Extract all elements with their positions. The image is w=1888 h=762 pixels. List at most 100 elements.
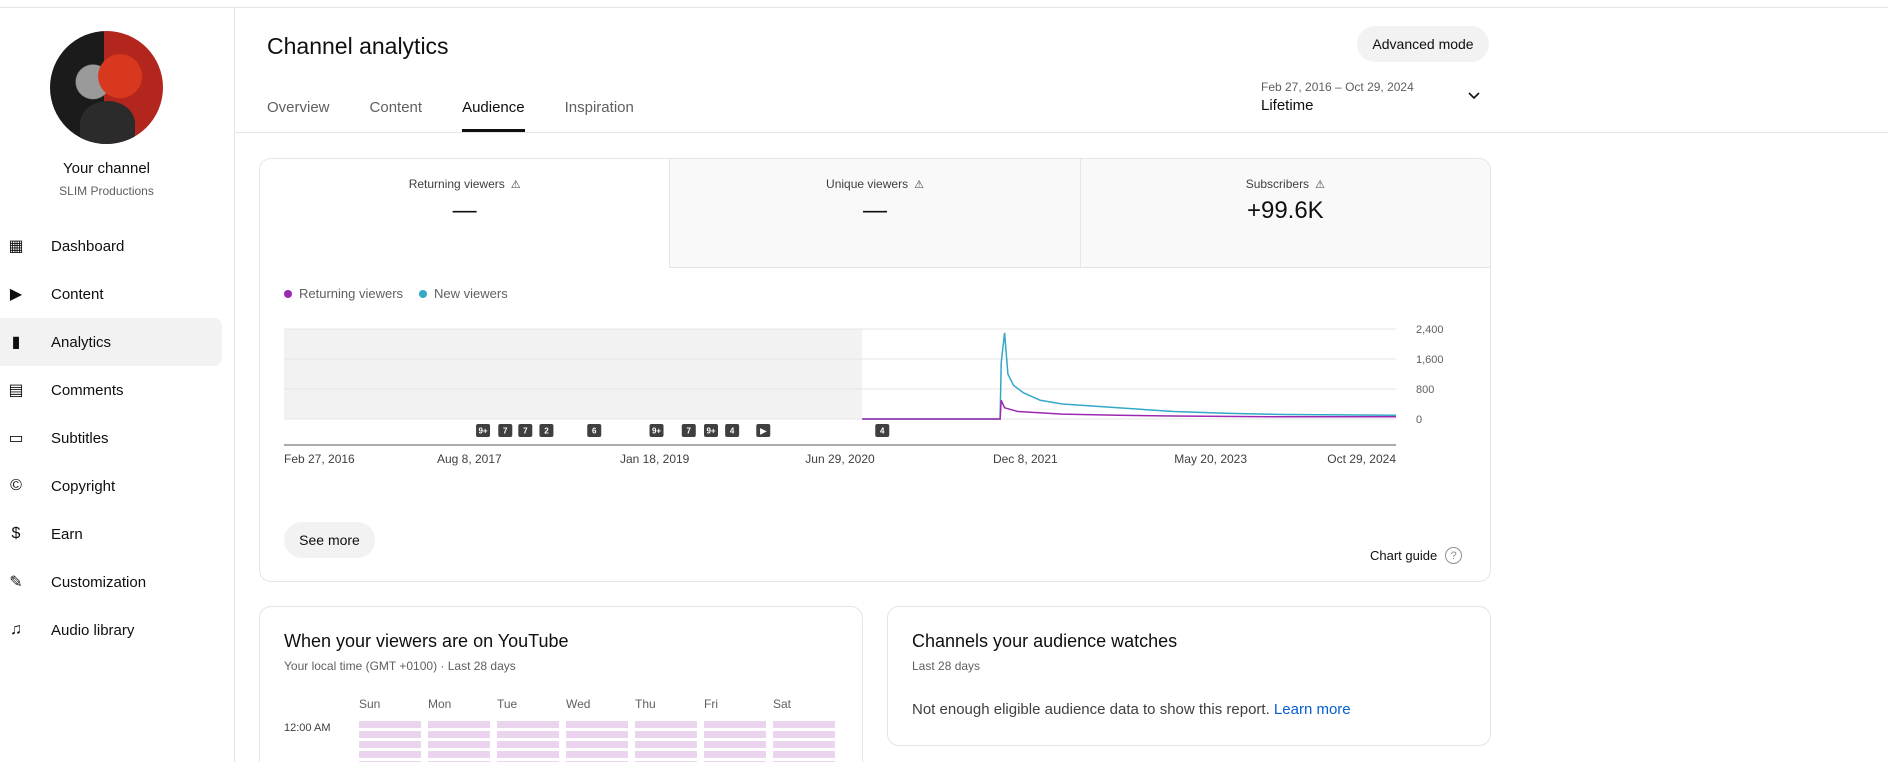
video-marker[interactable]: [539, 424, 554, 437]
heatmap-cell[interactable]: [773, 721, 835, 728]
sidebar-item-analytics[interactable]: ▮ Analytics: [0, 318, 222, 366]
sidebar-item-dashboard[interactable]: ▦ Dashboard: [0, 222, 222, 270]
heatmap-cell[interactable]: [773, 751, 835, 758]
heatmap-cell[interactable]: [566, 751, 628, 758]
heatmap-cell[interactable]: [704, 721, 766, 728]
heatmap-cell[interactable]: [635, 741, 697, 748]
heatmap-cell[interactable]: [635, 721, 697, 728]
heatmap-cell[interactable]: [497, 721, 559, 728]
heatmap-cell[interactable]: [359, 731, 421, 738]
sidebar-item-comments[interactable]: ▤ Comments: [0, 366, 222, 414]
metric-subscribers[interactable]: Subscribers ⚠ +99.6K: [1079, 159, 1490, 268]
sidebar-item-copyright[interactable]: © Copyright: [0, 462, 222, 510]
header-divider: [235, 132, 1888, 133]
learn-more-link[interactable]: Learn more: [1273, 701, 1351, 718]
audience-chart-card: Returning viewers ⚠ — Unique viewers ⚠ — Subsc…: [259, 158, 1491, 582]
heatmap-cell[interactable]: [428, 721, 490, 728]
chart-guide-link[interactable]: Chart guide ?: [1370, 547, 1463, 564]
heatmap-cell[interactable]: [704, 751, 766, 758]
heatmap-cell[interactable]: [428, 741, 490, 748]
video-marker[interactable]: [476, 424, 491, 437]
chart-guide-label: Chart guide: [1370, 548, 1438, 563]
heatmap-cell[interactable]: [773, 731, 835, 738]
heatmap-cell[interactable]: [359, 751, 421, 758]
channel-name[interactable]: Your channel: [62, 160, 151, 177]
warning-icon[interactable]: ⚠: [1315, 179, 1325, 191]
weekday-label: Mon: [428, 697, 452, 711]
x-tick-label: May 20, 2023: [1174, 452, 1247, 466]
video-marker[interactable]: [518, 424, 533, 437]
see-more-button[interactable]: See more: [284, 522, 375, 558]
page-title: Channel analytics: [267, 33, 449, 59]
heatmap-cell[interactable]: [704, 741, 766, 748]
channel-avatar[interactable]: [50, 31, 163, 144]
audience-line-chart[interactable]: 2,400 1,600 800 0 Feb 27, 2016 Aug 8, 2017 Jan…: [260, 299, 1491, 504]
legend-item: New viewers: [419, 286, 508, 301]
sidebar-item-label: Comments: [51, 381, 124, 399]
tab-overview[interactable]: Overview: [267, 99, 330, 116]
sidebar-item-earn[interactable]: $ Earn: [0, 510, 222, 558]
video-marker[interactable]: [498, 424, 513, 437]
card-subtitle: Last 28 days: [912, 659, 981, 673]
heatmap-cell[interactable]: [359, 741, 421, 748]
video-marker[interactable]: [725, 424, 740, 437]
tab-content[interactable]: Content: [369, 99, 423, 116]
video-marker-label: 6: [592, 427, 597, 436]
legend-item: Returning viewers: [284, 286, 403, 301]
tab-inspiration[interactable]: Inspiration: [564, 99, 634, 116]
weekday-label: Sun: [359, 697, 381, 711]
video-marker[interactable]: [875, 424, 890, 437]
heatmap-cell[interactable]: [428, 751, 490, 758]
metric-label: Returning viewers ⚠: [260, 177, 669, 191]
video-marker[interactable]: [704, 424, 719, 437]
y-tick-label: 800: [1416, 384, 1434, 396]
heatmap-cell[interactable]: [497, 741, 559, 748]
video-marker-label: ▶: [759, 427, 767, 436]
video-marker[interactable]: [649, 424, 664, 437]
metric-label: Subscribers ⚠: [1081, 177, 1490, 191]
video-marker[interactable]: [587, 424, 602, 437]
viewer-heatmap[interactable]: [359, 721, 842, 762]
sidebar-item-subtitles[interactable]: ▭ Subtitles: [0, 414, 222, 462]
video-marker[interactable]: [756, 424, 771, 437]
advanced-mode-button[interactable]: Advanced mode: [1357, 26, 1489, 62]
video-marker[interactable]: [681, 424, 696, 437]
heatmap-cell[interactable]: [704, 731, 766, 738]
legend-dot: [419, 289, 428, 298]
sidebar-item-customization[interactable]: ✎ Customization: [0, 558, 222, 606]
warning-icon[interactable]: ⚠: [510, 179, 521, 191]
analytics-icon: ▮: [11, 334, 21, 351]
heatmap-cell[interactable]: [428, 731, 490, 738]
heatmap-column: [359, 721, 421, 762]
video-marker-label: 7: [523, 427, 528, 436]
heatmap-cell[interactable]: [635, 731, 697, 738]
date-range[interactable]: Feb 27, 2016 – Oct 29, 2024: [1261, 80, 1414, 94]
heatmap-column: [428, 721, 490, 762]
sidebar: Your channel SLIM Productions ▦ Dashboard…: [0, 8, 235, 762]
legend-label: New viewers: [434, 286, 508, 301]
warning-icon[interactable]: ⚠: [914, 179, 924, 191]
heatmap-cell[interactable]: [497, 751, 559, 758]
heatmap-cell[interactable]: [566, 721, 628, 728]
viewer-times-card: When your viewers are on YouTube Your lo…: [259, 606, 863, 762]
sidebar-item-audio-library[interactable]: ♫ Audio library: [0, 606, 222, 654]
metric-value: —: [452, 197, 477, 224]
heatmap-cell[interactable]: [566, 731, 628, 738]
metric-returning-viewers[interactable]: Returning viewers ⚠ —: [260, 159, 670, 268]
chevron-down-icon[interactable]: [1466, 88, 1482, 104]
sidebar-nav: ▦ Dashboard ▶ Content ▮ Analytics ▤ Comments ▭ Su…: [0, 222, 222, 654]
heatmap-cell[interactable]: [773, 741, 835, 748]
date-preset[interactable]: Lifetime: [1261, 97, 1314, 114]
heatmap-cell[interactable]: [359, 721, 421, 728]
heatmap-cell[interactable]: [635, 751, 697, 758]
sidebar-item-content[interactable]: ▶ Content: [0, 270, 222, 318]
x-tick-label: Jan 18, 2019: [620, 452, 690, 466]
heatmap-cell[interactable]: [566, 741, 628, 748]
y-tick-label: 2,400: [1416, 324, 1444, 336]
audio-library-icon: ♫: [10, 621, 22, 638]
metric-unique-viewers[interactable]: Unique viewers ⚠ —: [669, 159, 1080, 268]
metric-label-text: Returning viewers: [408, 177, 505, 191]
heatmap-cell[interactable]: [497, 731, 559, 738]
video-marker-label: 4: [730, 427, 735, 436]
tab-audience[interactable]: Audience: [462, 92, 525, 132]
